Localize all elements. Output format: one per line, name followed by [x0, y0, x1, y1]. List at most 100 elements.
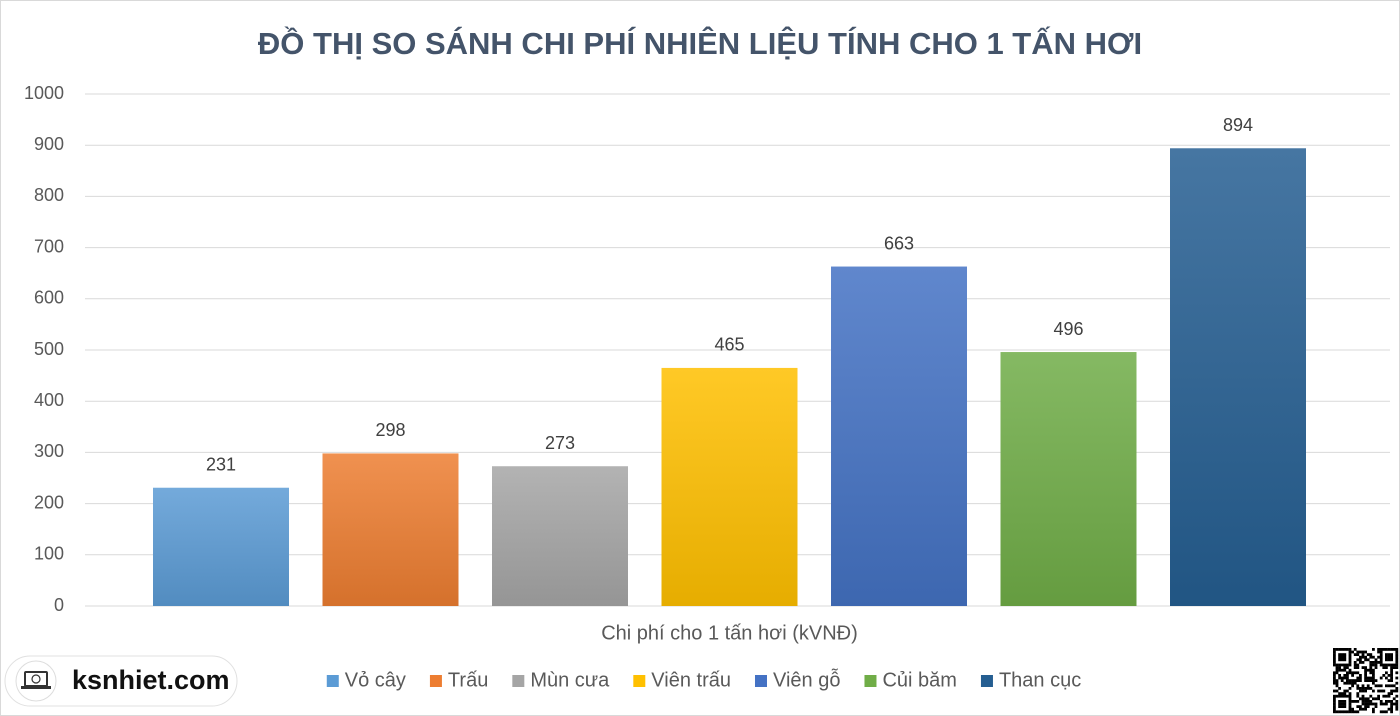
- qr-module: [1364, 666, 1367, 669]
- qr-module: [1346, 710, 1349, 714]
- legend-label: Than cục: [999, 669, 1081, 691]
- qr-module: [1364, 697, 1367, 701]
- y-tick-label: 300: [34, 441, 64, 461]
- qr-module: [1382, 710, 1386, 714]
- qr-module: [1361, 666, 1365, 669]
- qr-module: [1382, 663, 1386, 667]
- qr-module: [1346, 663, 1349, 667]
- y-tick-label: 700: [34, 236, 64, 256]
- y-tick-label: 100: [34, 544, 64, 564]
- qr-module: [1338, 705, 1341, 708]
- qr-module: [1335, 663, 1339, 667]
- qr-module: [1340, 679, 1344, 682]
- qr-module: [1390, 658, 1393, 662]
- qr-module: [1395, 658, 1399, 662]
- qr-module: [1385, 658, 1388, 662]
- qr-module: [1374, 702, 1378, 706]
- qr-module: [1340, 653, 1344, 656]
- qr-module: [1333, 676, 1336, 680]
- legend-swatch: [754, 675, 767, 687]
- qr-module: [1392, 689, 1396, 693]
- y-tick-label: 800: [34, 185, 64, 205]
- qr-module: [1346, 694, 1349, 698]
- qr-module: [1390, 707, 1393, 711]
- qr-module: [1340, 700, 1344, 703]
- qr-module: [1379, 658, 1383, 662]
- qr-module: [1369, 666, 1373, 669]
- qr-module: [1338, 648, 1341, 651]
- qr-module: [1387, 707, 1391, 711]
- qr-module: [1390, 648, 1393, 651]
- laptop-base: [21, 686, 51, 689]
- qr-module: [1343, 681, 1347, 685]
- qr-module: [1353, 653, 1357, 656]
- qr-module: [1356, 663, 1360, 667]
- qr-module: [1353, 666, 1357, 669]
- qr-module: [1340, 668, 1344, 672]
- data-label: 496: [1053, 319, 1083, 339]
- qr-module: [1338, 702, 1341, 706]
- qr-module: [1340, 692, 1344, 695]
- qr-module: [1348, 705, 1352, 708]
- legend-swatch: [326, 675, 339, 687]
- qr-module: [1359, 658, 1362, 662]
- qr-module: [1359, 676, 1362, 680]
- y-tick-label: 500: [34, 339, 64, 359]
- qr-module: [1377, 648, 1380, 651]
- qr-module: [1366, 687, 1370, 690]
- qr-module: [1385, 710, 1388, 714]
- qr-module: [1374, 663, 1378, 667]
- qr-module: [1343, 674, 1347, 677]
- qr-module: [1351, 679, 1354, 682]
- qr-module: [1372, 648, 1375, 651]
- qr-module: [1364, 668, 1367, 672]
- qr-module: [1390, 705, 1393, 708]
- qr-module: [1359, 650, 1362, 654]
- qr-module: [1387, 700, 1391, 703]
- qr-module: [1392, 663, 1396, 667]
- qr-module: [1338, 700, 1341, 703]
- qr-module: [1359, 707, 1362, 711]
- watermark-text: ksnhiet.com: [72, 665, 230, 695]
- qr-module: [1356, 705, 1360, 708]
- qr-module: [1372, 702, 1375, 706]
- qr-module: [1343, 663, 1347, 667]
- legend-label: Củi băm: [882, 669, 956, 691]
- qr-module: [1395, 707, 1399, 711]
- qr-module: [1338, 655, 1341, 659]
- qr-module: [1364, 674, 1367, 677]
- qr-module: [1385, 655, 1388, 659]
- qr-module: [1366, 668, 1370, 672]
- qr-module: [1340, 658, 1344, 662]
- qr-module: [1343, 658, 1347, 662]
- qr-module: [1382, 694, 1386, 698]
- qr-module: [1351, 700, 1354, 703]
- qr-module: [1359, 705, 1362, 708]
- qr-module: [1340, 694, 1344, 698]
- legend-label: Mùn cưa: [530, 669, 610, 691]
- qr-module: [1348, 694, 1352, 698]
- legend-label: Vỏ cây: [345, 669, 406, 691]
- qr-module: [1374, 661, 1378, 664]
- qr-module: [1335, 689, 1339, 693]
- qr-module: [1395, 687, 1399, 690]
- qr-module: [1356, 687, 1360, 690]
- qr-module: [1346, 679, 1349, 682]
- qr-module: [1377, 694, 1380, 698]
- qr-module: [1346, 676, 1349, 680]
- qr-module: [1335, 671, 1339, 675]
- qr-module: [1390, 666, 1393, 669]
- qr-module: [1361, 650, 1365, 654]
- qr-module: [1364, 676, 1367, 680]
- qr-module: [1340, 676, 1344, 680]
- qr-module: [1387, 658, 1391, 662]
- qr-module: [1379, 655, 1383, 659]
- qr-module: [1366, 679, 1370, 682]
- qr-module: [1346, 671, 1349, 675]
- qr-module: [1356, 694, 1360, 698]
- qr-module: [1348, 658, 1352, 662]
- qr-module: [1395, 666, 1399, 669]
- qr-module: [1353, 681, 1357, 685]
- qr-module: [1369, 671, 1373, 675]
